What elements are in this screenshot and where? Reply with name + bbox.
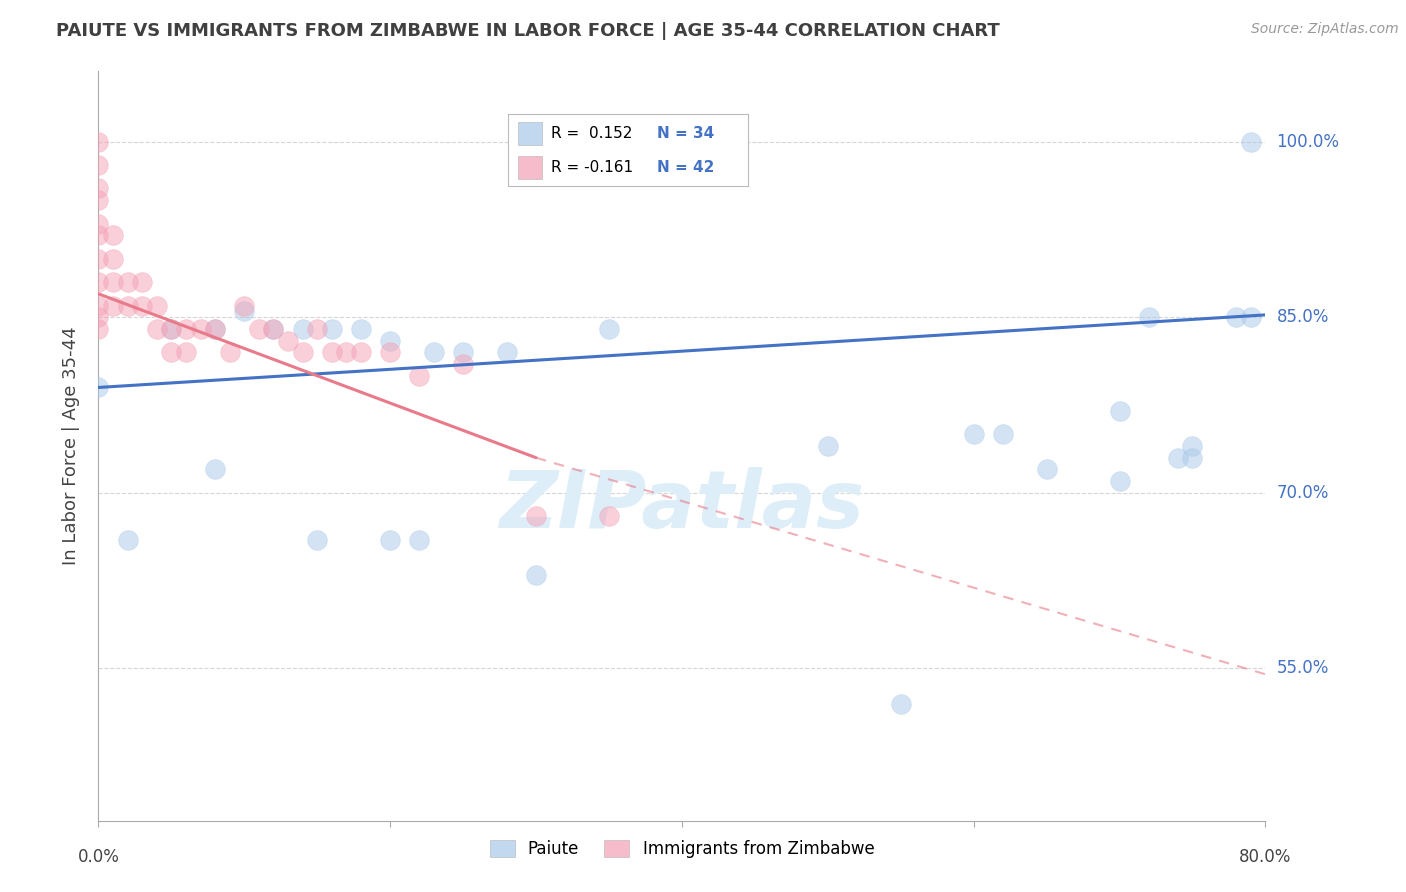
- Point: [101, 228, 124, 243]
- Point: [101, 299, 124, 313]
- Point: [451, 345, 474, 359]
- Text: N = 34: N = 34: [657, 126, 714, 141]
- Point: [146, 322, 169, 336]
- Point: [117, 275, 139, 289]
- Point: [451, 357, 474, 371]
- Point: [817, 439, 839, 453]
- Text: 85.0%: 85.0%: [1277, 309, 1329, 326]
- Point: [87, 228, 110, 243]
- Point: [962, 427, 984, 442]
- Point: [174, 345, 197, 359]
- Point: [87, 380, 110, 394]
- Point: [87, 135, 110, 149]
- Point: [204, 462, 226, 476]
- Point: [408, 368, 430, 383]
- Point: [1225, 310, 1247, 325]
- Point: [1108, 404, 1130, 418]
- Point: [380, 533, 402, 547]
- Point: [380, 345, 402, 359]
- Point: [1181, 439, 1204, 453]
- Point: [262, 322, 284, 336]
- Point: [408, 533, 430, 547]
- Point: [101, 275, 124, 289]
- Point: [1137, 310, 1160, 325]
- Point: [87, 322, 110, 336]
- Point: [524, 509, 547, 524]
- Point: [321, 322, 343, 336]
- Point: [174, 322, 197, 336]
- Point: [1240, 310, 1263, 325]
- Point: [335, 345, 357, 359]
- Legend: Paiute, Immigrants from Zimbabwe: Paiute, Immigrants from Zimbabwe: [482, 833, 882, 864]
- Point: [262, 322, 284, 336]
- Point: [87, 310, 110, 325]
- Point: [524, 567, 547, 582]
- Point: [496, 345, 519, 359]
- Point: [87, 193, 110, 207]
- Point: [218, 345, 240, 359]
- Point: [1167, 450, 1189, 465]
- Text: R =  0.152: R = 0.152: [551, 126, 633, 141]
- Text: Source: ZipAtlas.com: Source: ZipAtlas.com: [1251, 22, 1399, 37]
- Point: [87, 158, 110, 172]
- Text: PAIUTE VS IMMIGRANTS FROM ZIMBABWE IN LABOR FORCE | AGE 35-44 CORRELATION CHART: PAIUTE VS IMMIGRANTS FROM ZIMBABWE IN LA…: [56, 22, 1000, 40]
- Point: [1240, 135, 1263, 149]
- Point: [131, 299, 153, 313]
- Y-axis label: In Labor Force | Age 35-44: In Labor Force | Age 35-44: [62, 326, 80, 566]
- Bar: [517, 122, 541, 145]
- Point: [291, 345, 314, 359]
- Point: [1181, 450, 1204, 465]
- Point: [160, 322, 183, 336]
- Point: [1035, 462, 1057, 476]
- Point: [350, 322, 373, 336]
- Text: 0.0%: 0.0%: [77, 848, 120, 866]
- Point: [146, 299, 169, 313]
- Point: [991, 427, 1014, 442]
- Text: R = -0.161: R = -0.161: [551, 160, 633, 175]
- Text: 100.0%: 100.0%: [1277, 133, 1340, 151]
- Point: [598, 322, 620, 336]
- Point: [307, 322, 329, 336]
- Point: [423, 345, 446, 359]
- Point: [87, 299, 110, 313]
- Text: 80.0%: 80.0%: [1239, 848, 1292, 866]
- Point: [1108, 474, 1130, 488]
- Point: [350, 345, 373, 359]
- Point: [204, 322, 226, 336]
- Point: [204, 322, 226, 336]
- Point: [160, 322, 183, 336]
- Text: 55.0%: 55.0%: [1277, 659, 1329, 677]
- Point: [380, 334, 402, 348]
- Point: [190, 322, 212, 336]
- Point: [291, 322, 314, 336]
- Point: [87, 275, 110, 289]
- Point: [247, 322, 270, 336]
- Point: [233, 304, 256, 318]
- Point: [87, 181, 110, 195]
- Bar: [517, 156, 541, 178]
- Point: [307, 533, 329, 547]
- Text: N = 42: N = 42: [657, 160, 714, 175]
- Point: [117, 533, 139, 547]
- Point: [87, 217, 110, 231]
- Text: 70.0%: 70.0%: [1277, 483, 1329, 502]
- Point: [321, 345, 343, 359]
- Point: [131, 275, 153, 289]
- Point: [233, 299, 256, 313]
- Point: [87, 252, 110, 266]
- Point: [890, 697, 912, 711]
- Point: [117, 299, 139, 313]
- Point: [598, 509, 620, 524]
- Point: [101, 252, 124, 266]
- Text: ZIPatlas: ZIPatlas: [499, 467, 865, 545]
- Point: [277, 334, 299, 348]
- Point: [160, 345, 183, 359]
